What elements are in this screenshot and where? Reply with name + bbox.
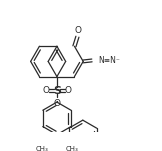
- Text: O: O: [53, 99, 60, 108]
- Text: O: O: [65, 86, 72, 95]
- Text: CH₃: CH₃: [65, 146, 78, 151]
- Text: CH₃: CH₃: [36, 146, 49, 151]
- Text: S: S: [53, 85, 61, 96]
- Text: O: O: [74, 26, 81, 35]
- Text: O: O: [42, 86, 49, 95]
- Text: N≡N⁻: N≡N⁻: [98, 56, 120, 65]
